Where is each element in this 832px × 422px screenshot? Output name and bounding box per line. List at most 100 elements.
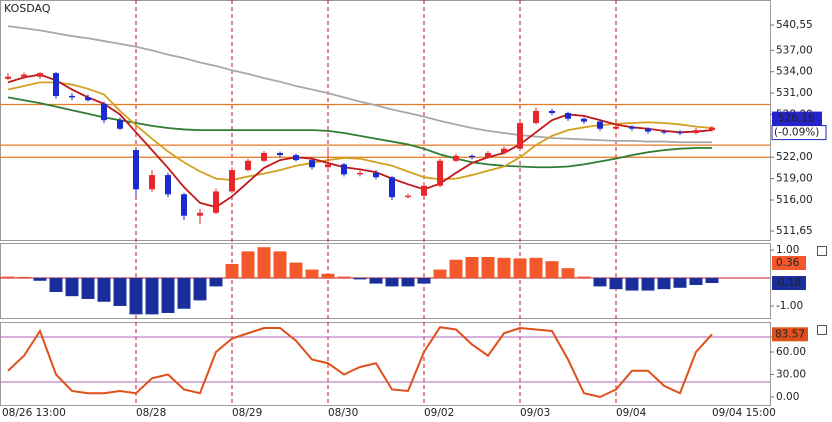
- moving-average-line: [7, 81, 713, 181]
- y-tick-label: 0.00: [776, 391, 799, 403]
- x-tick-label: 08/26 13:00: [2, 407, 66, 419]
- histogram-bar: [401, 277, 415, 287]
- badge-box: [772, 276, 806, 291]
- y-tick-label: 1.00: [776, 244, 799, 256]
- candle-body: [21, 74, 27, 77]
- candle-body: [613, 126, 619, 129]
- y-tick-label: 516,00: [776, 194, 813, 206]
- histogram-bar: [321, 273, 335, 278]
- histogram-bar: [241, 251, 255, 278]
- candle-body: [197, 212, 203, 216]
- histogram-bar: [513, 258, 527, 278]
- candle-body: [245, 160, 251, 171]
- histogram-bar: [449, 259, 463, 278]
- candle-body: [165, 175, 171, 195]
- candle-body: [453, 155, 459, 161]
- histogram-bar: [481, 256, 495, 278]
- histogram-bar: [369, 277, 383, 284]
- stochastic-line: [7, 326, 713, 399]
- candle-body: [309, 160, 315, 168]
- candle-body: [373, 172, 379, 178]
- histogram-bar: [417, 277, 431, 284]
- candle-body: [181, 194, 187, 216]
- histogram-bar: [33, 277, 47, 281]
- histogram-bar: [529, 257, 543, 278]
- candle-body: [229, 170, 235, 192]
- histogram-bar: [577, 276, 591, 278]
- moving-average-line: [7, 25, 712, 144]
- candle-body: [149, 175, 155, 190]
- candle-body: [597, 121, 603, 129]
- candle-body: [485, 152, 491, 158]
- candle-body: [85, 97, 91, 101]
- candle-body: [421, 185, 427, 196]
- candle-body: [277, 152, 283, 156]
- price-badge-box: [772, 111, 822, 126]
- close-button[interactable]: [817, 325, 827, 335]
- change-badge: (-0.09%): [774, 127, 819, 139]
- histogram-bar: [545, 261, 559, 278]
- histogram-bar: [561, 268, 575, 278]
- candle-body: [117, 120, 123, 129]
- candle-body: [709, 127, 715, 131]
- histogram-bar: [129, 277, 143, 315]
- histogram-bar: [337, 276, 351, 278]
- badge: 83.57: [775, 328, 805, 340]
- candle-body: [501, 148, 507, 153]
- candle-body: [677, 132, 683, 134]
- y-tick-label: 531,00: [776, 87, 813, 99]
- candle-body: [5, 76, 11, 79]
- histogram-bar: [113, 277, 127, 306]
- candle-body: [549, 110, 555, 114]
- histogram-bar: [657, 277, 671, 290]
- badge: -0.18: [774, 277, 801, 289]
- histogram-bar: [593, 277, 607, 287]
- candle-body: [69, 95, 75, 98]
- candle-body: [517, 123, 523, 149]
- y-tick-label: 511,65: [776, 225, 813, 237]
- candle-body: [261, 152, 267, 161]
- x-tick-label: 08/28: [136, 407, 166, 419]
- candle-body: [405, 195, 411, 198]
- y-tick-label: 522,00: [776, 151, 813, 163]
- x-tick-label: 09/04 15:00: [712, 407, 776, 419]
- histogram-bar: [641, 277, 655, 291]
- y-tick-label: 534,00: [776, 66, 813, 78]
- stochastic-panel: [0, 322, 771, 406]
- histogram-bar: [625, 277, 639, 291]
- histogram-bar: [385, 277, 399, 287]
- price-panel: [0, 0, 771, 241]
- moving-average-line: [7, 73, 713, 209]
- histogram-bar: [689, 277, 703, 285]
- histogram-bar: [1, 276, 15, 278]
- candle-body: [533, 110, 539, 124]
- price-badge: 526,16: [778, 113, 815, 125]
- histogram-bar: [465, 256, 479, 278]
- candle-body: [661, 131, 667, 133]
- candle-body: [645, 128, 651, 132]
- candle-body: [629, 126, 635, 129]
- histogram-bar: [161, 277, 175, 313]
- candle-body: [389, 177, 395, 198]
- candle-body: [101, 103, 107, 121]
- candle-body: [53, 73, 59, 96]
- candle-body: [213, 191, 219, 213]
- badge-box: [772, 327, 808, 342]
- badge: 0.36: [776, 257, 800, 269]
- y-tick-label: -1.00: [776, 300, 803, 312]
- histogram-bar: [705, 277, 719, 284]
- x-tick-label: 09/03: [520, 407, 550, 419]
- histogram-bar: [273, 251, 287, 278]
- histogram-bar: [257, 247, 271, 278]
- x-tick-label: 08/29: [232, 407, 262, 419]
- y-tick-label: 537,00: [776, 44, 813, 56]
- histogram-bar: [497, 257, 511, 278]
- candle-body: [37, 73, 43, 77]
- histogram-bar: [81, 277, 95, 299]
- candle-body: [357, 172, 363, 175]
- close-button[interactable]: [817, 246, 827, 256]
- histogram-bar: [97, 277, 111, 302]
- y-tick-label: 519,00: [776, 173, 813, 185]
- histogram-bar: [225, 263, 239, 278]
